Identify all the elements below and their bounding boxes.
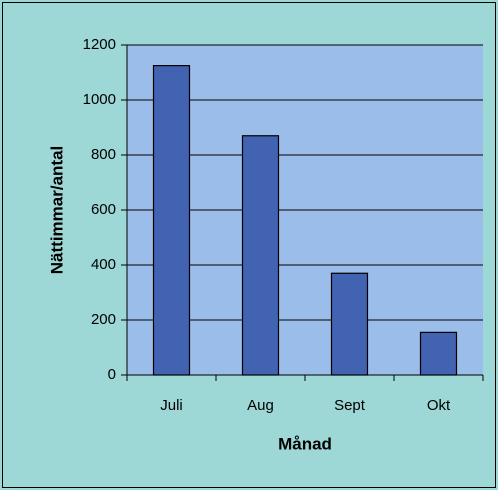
y-axis-label: Nättimmar/antal bbox=[47, 146, 66, 274]
y-tick-label: 800 bbox=[91, 146, 116, 163]
y-tick-label: 200 bbox=[91, 311, 116, 328]
y-tick-label: 1200 bbox=[83, 36, 116, 53]
y-tick-label: 600 bbox=[91, 201, 116, 218]
y-tick-label: 1000 bbox=[83, 91, 116, 108]
x-axis-label: Månad bbox=[278, 434, 332, 453]
bar bbox=[152, 65, 191, 376]
bar bbox=[330, 272, 369, 376]
x-tick-label: Juli bbox=[160, 397, 183, 414]
bar bbox=[419, 331, 458, 376]
y-tick-label: 0 bbox=[108, 366, 116, 383]
x-tick-label: Aug bbox=[247, 397, 274, 414]
x-tick-label: Okt bbox=[427, 397, 451, 414]
x-tick-label: Sept bbox=[334, 397, 366, 414]
y-tick-label: 400 bbox=[91, 256, 116, 273]
bar bbox=[241, 135, 280, 376]
